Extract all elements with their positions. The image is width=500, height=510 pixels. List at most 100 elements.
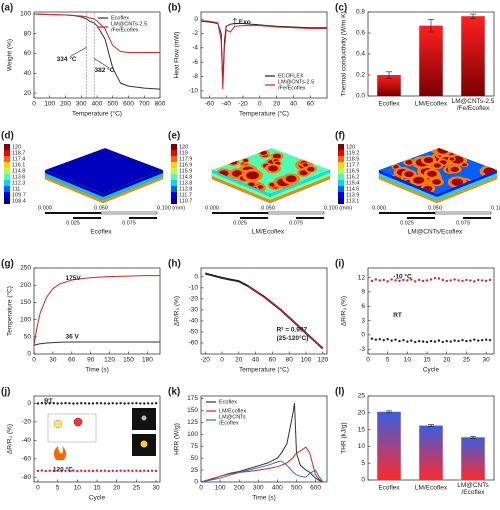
- colorbar-label: 113.9: [346, 192, 359, 198]
- x-tick-label: 300: [253, 485, 264, 492]
- y-tick-label: -2: [192, 30, 198, 37]
- y-tick-label: 20: [358, 410, 366, 417]
- y-tick-label: 0.8: [356, 9, 365, 16]
- point: [441, 278, 445, 282]
- point: [60, 402, 63, 405]
- scale-label: 0.075: [456, 220, 470, 226]
- point: [425, 340, 429, 344]
- scale-label: 0.100 (mm): [157, 205, 185, 211]
- colorbar-label: 112.8: [179, 186, 192, 192]
- colorbar-swatch: [4, 150, 10, 156]
- point: [473, 338, 476, 341]
- colorbar-swatch: [171, 150, 177, 156]
- hot-spot: [272, 153, 281, 159]
- colorbar-label: 118.5: [346, 156, 359, 162]
- scale-label: 0.050: [94, 205, 108, 211]
- scale-label: 0.075: [289, 220, 303, 226]
- point: [406, 279, 409, 282]
- point: [127, 402, 130, 405]
- point: [91, 469, 95, 473]
- point: [433, 340, 437, 343]
- panel-label: (c): [335, 3, 347, 14]
- y-tick-label: 250: [20, 265, 31, 272]
- y-axis-label: ΔR/R₀ (%): [174, 296, 181, 326]
- colorbar-swatch: [338, 180, 344, 186]
- colorbar-label: 114.8: [12, 168, 25, 174]
- x-tick-label: 25: [463, 357, 471, 364]
- point: [80, 469, 83, 472]
- error-bar: [428, 19, 434, 33]
- point: [386, 280, 389, 283]
- point: [417, 278, 421, 282]
- y-tick-label: 0: [27, 351, 31, 358]
- y-tick-label: -40: [22, 437, 32, 444]
- colorbar-swatch: [4, 198, 10, 204]
- x-tick-label: 0: [36, 485, 40, 492]
- y-tick-label: 0: [27, 400, 31, 407]
- inset-icon: [73, 417, 83, 427]
- series-label: RT: [393, 312, 402, 319]
- hot-spot: [432, 179, 442, 185]
- point: [48, 402, 51, 405]
- x-tick-label: 60: [307, 101, 315, 108]
- y-tick-label: 25: [191, 467, 199, 474]
- x-tick-label: -40: [221, 101, 231, 108]
- point: [146, 469, 150, 473]
- point: [461, 338, 464, 342]
- hot-spot: [243, 158, 249, 162]
- colorbar-swatch: [4, 168, 10, 174]
- point: [64, 401, 67, 405]
- point: [131, 402, 134, 405]
- point: [402, 338, 405, 342]
- point: [72, 402, 75, 405]
- y-tick-label: 0: [194, 479, 198, 486]
- x-tick-label: 40: [252, 357, 260, 364]
- point: [488, 278, 492, 282]
- point: [484, 338, 488, 341]
- colorbar-swatch: [171, 192, 177, 198]
- plot-frame: [200, 395, 328, 483]
- series-line: [33, 275, 160, 346]
- panel-label: (g): [1, 259, 14, 270]
- point: [56, 469, 59, 472]
- bar: [419, 25, 443, 96]
- y-tick-label: 50: [191, 455, 199, 462]
- colorbar-label: 116.1: [12, 162, 25, 168]
- x-tick-label: 100: [44, 101, 55, 108]
- x-tick-label: 100: [215, 485, 226, 492]
- point: [107, 402, 111, 405]
- point: [135, 402, 138, 405]
- series-label: 36 V: [66, 334, 80, 341]
- y-axis-label: Heat Flow (mW): [174, 32, 181, 79]
- colorbar-swatch: [171, 180, 177, 186]
- point: [469, 339, 472, 342]
- x-tick-label: 60: [68, 357, 76, 364]
- scale-bar: [296, 217, 324, 219]
- point: [394, 279, 397, 282]
- point: [95, 469, 99, 472]
- colorbar-swatch: [338, 150, 344, 156]
- legend-label: LM@CNTs-2.5/Fe/Ecoflex: [278, 80, 314, 92]
- y-tick-label: 0: [194, 16, 198, 23]
- point: [398, 339, 401, 343]
- point: [390, 339, 393, 342]
- inset-bulb: [141, 415, 147, 421]
- point: [139, 402, 142, 405]
- y-axis-label: Thermal conductivity (W/m K): [341, 11, 348, 96]
- colorbar-label: 111: [12, 186, 20, 192]
- x-tick-label: 30: [152, 485, 160, 492]
- point: [449, 279, 452, 282]
- colorbar-swatch: [338, 168, 344, 174]
- panel: (f)120119.2118.5117.7116.9116.2115.4114.…: [335, 131, 500, 236]
- x-tick-label: 180: [142, 357, 153, 364]
- x-axis-label: Temperature (°C): [239, 110, 289, 118]
- y-tick-label: -20: [189, 296, 199, 303]
- y-tick-label: 20: [24, 90, 32, 97]
- scale-bar: [240, 217, 268, 219]
- point: [111, 402, 114, 405]
- legend-label: Ecoflex: [111, 15, 129, 21]
- point: [119, 402, 122, 405]
- y-tick-label: 150: [187, 407, 198, 414]
- point: [127, 469, 130, 472]
